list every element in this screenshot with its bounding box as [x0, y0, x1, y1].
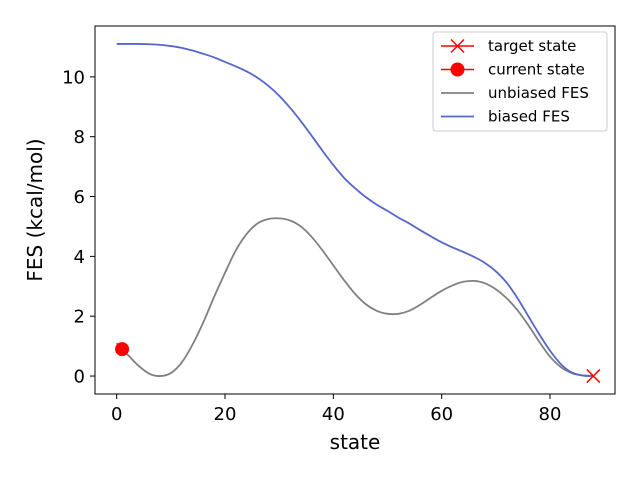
legend-item-biased-FES: biased FES: [441, 108, 570, 126]
state-markers: [115, 342, 601, 384]
legend-label: biased FES: [488, 108, 570, 126]
x-tick-label: 60: [430, 404, 453, 425]
x-tick-label: 40: [322, 404, 345, 425]
x-axis-ticks: 0 20 40 60 80: [111, 394, 562, 425]
legend-box: [432, 31, 608, 132]
y-tick-label: 2: [74, 307, 85, 328]
y-tick-label: 8: [74, 127, 85, 148]
series-line-biased-FES: [116, 43, 594, 377]
legend-x-marker-icon: [450, 38, 465, 54]
legend: target state current state unbiased FES bia…: [432, 31, 608, 132]
legend-circle-marker-icon: [450, 62, 465, 77]
series-line-unbiased-FES: [116, 217, 594, 377]
y-tick-label: 6: [74, 187, 85, 208]
series-lines: [116, 43, 594, 377]
y-axis-ticks: 0 2 4 6 8 10: [62, 67, 95, 388]
legend-item-target-state: target state: [441, 37, 576, 55]
marker-current-state: [115, 342, 130, 357]
x-axis-label: state: [330, 430, 381, 454]
legend-label: target state: [488, 37, 576, 55]
legend-label: current state: [488, 61, 585, 79]
marker-target-state: [586, 369, 601, 384]
legend-item-current-state: current state: [441, 61, 585, 79]
y-tick-label: 0: [74, 367, 85, 388]
y-tick-label: 4: [74, 247, 85, 268]
y-axis-label: FES (kcal/mol): [23, 138, 47, 281]
x-tick-label: 20: [214, 404, 237, 425]
plot-frame: [94, 25, 616, 395]
x-tick-label: 0: [111, 404, 122, 425]
legend-item-unbiased-FES: unbiased FES: [441, 84, 589, 102]
x-tick-label: 80: [539, 404, 562, 425]
y-tick-label: 10: [62, 67, 85, 88]
legend-label: unbiased FES: [488, 84, 589, 102]
